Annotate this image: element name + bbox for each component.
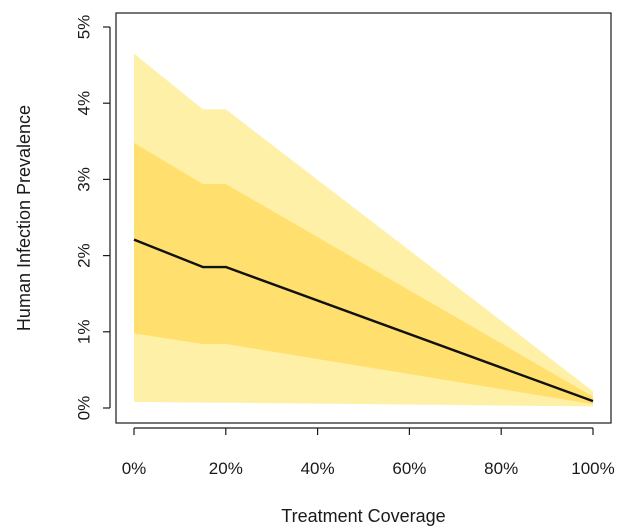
- y-tick-label: 0%: [75, 396, 94, 421]
- median-line: [133, 238, 594, 403]
- x-tick-label: 80%: [484, 459, 518, 478]
- confidence-bands: [134, 53, 593, 407]
- median-line-layer: [133, 238, 594, 403]
- y-tick-label: 5%: [75, 15, 94, 40]
- y-axis: 0% 1% 2% 3% 4% 5%: [75, 15, 111, 421]
- y-axis-title: Human Infection Prevalence: [14, 105, 34, 331]
- y-tick-label: 3%: [75, 167, 94, 192]
- y-tick-label: 1%: [75, 320, 94, 345]
- x-tick-label: 20%: [209, 459, 243, 478]
- plot-frame: [115, 12, 612, 424]
- x-axis-title: Treatment Coverage: [281, 506, 445, 526]
- x-tick-label: 0%: [122, 459, 147, 478]
- y-tick-label: 2%: [75, 243, 94, 268]
- x-axis: 0% 20% 40% 60% 80% 100%: [122, 427, 615, 478]
- x-tick-label: 60%: [392, 459, 426, 478]
- band-inner: [134, 142, 593, 405]
- x-tick-label: 100%: [571, 459, 614, 478]
- y-tick-label: 4%: [75, 91, 94, 116]
- x-tick-label: 40%: [301, 459, 335, 478]
